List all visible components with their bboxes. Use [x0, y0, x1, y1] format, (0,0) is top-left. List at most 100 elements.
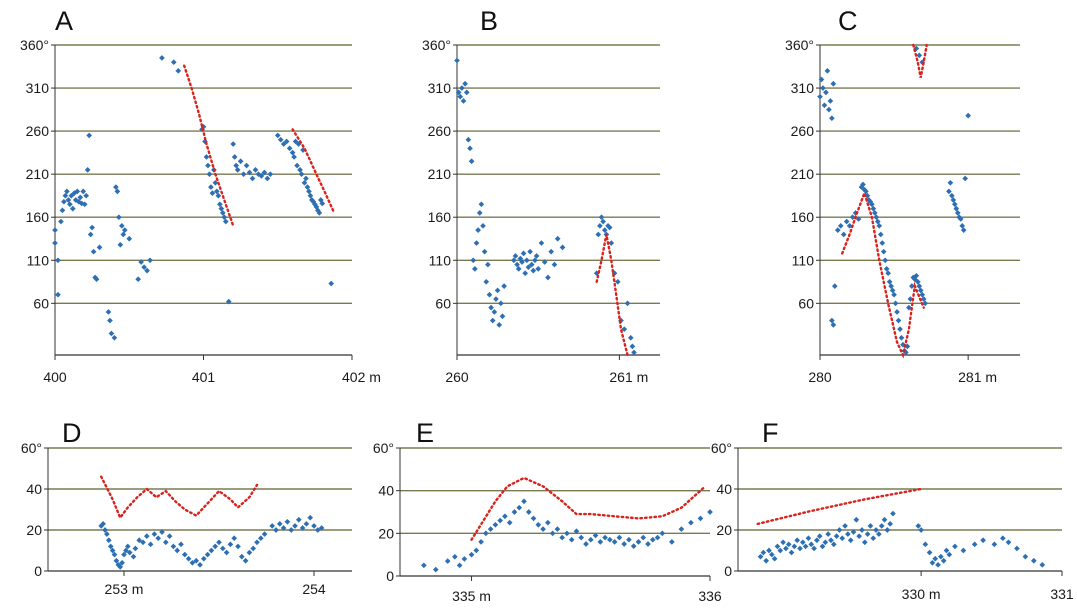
data-point	[511, 257, 517, 264]
data-point	[922, 541, 929, 548]
data-point	[113, 557, 120, 564]
data-point	[221, 214, 228, 221]
data-point	[551, 261, 558, 268]
data-point	[189, 559, 196, 566]
data-point	[830, 541, 837, 548]
data-point	[915, 523, 922, 529]
data-point	[935, 562, 941, 568]
data-point	[52, 227, 58, 233]
y-tick-label: 60	[435, 295, 451, 311]
data-point	[962, 175, 969, 182]
y-tick-label: 360°	[785, 37, 814, 53]
data-point	[473, 240, 480, 246]
data-point	[468, 551, 475, 558]
data-point	[811, 545, 817, 552]
y-tick-label: 20	[716, 522, 732, 538]
y-tick-label: 0	[724, 563, 732, 579]
y-tick-label: 20	[378, 525, 394, 541]
data-point	[827, 98, 834, 104]
x-tick-label: 253 m	[105, 581, 144, 597]
data-point	[143, 533, 150, 539]
data-point	[645, 541, 651, 547]
panel-title-b: B	[480, 6, 498, 36]
data-point	[93, 276, 100, 283]
data-point	[121, 227, 128, 233]
data-point	[640, 534, 647, 541]
data-point	[823, 89, 829, 96]
data-point	[879, 240, 886, 246]
data-point	[155, 535, 162, 542]
data-point	[454, 57, 460, 64]
data-point	[242, 557, 249, 564]
data-point	[980, 537, 986, 544]
data-point	[554, 526, 561, 532]
x-tick-label: 331	[1050, 586, 1074, 602]
y-tick-label: 210	[428, 166, 452, 182]
data-point	[897, 326, 903, 332]
data-point	[614, 278, 621, 285]
data-point	[55, 257, 61, 264]
data-point	[597, 223, 603, 229]
data-point	[757, 553, 764, 560]
data-point	[906, 304, 912, 311]
data-point	[205, 162, 211, 169]
panel-title-a: A	[55, 6, 73, 36]
data-point	[573, 528, 580, 535]
data-point	[472, 266, 478, 272]
data-point	[59, 207, 66, 214]
data-point	[791, 543, 798, 550]
data-point	[829, 317, 835, 324]
data-point	[564, 530, 570, 537]
data-point	[611, 539, 618, 545]
data-point	[818, 76, 825, 83]
y-tick-label: 40	[26, 481, 42, 497]
data-point	[887, 521, 893, 527]
data-point	[592, 532, 599, 539]
data-point	[545, 274, 551, 281]
trend-line	[291, 128, 336, 215]
data-point	[77, 194, 84, 201]
data-point	[246, 169, 253, 176]
data-point	[524, 257, 530, 264]
data-point	[864, 531, 871, 537]
data-point	[850, 529, 857, 535]
data-point	[820, 85, 826, 91]
data-point	[455, 89, 462, 96]
data-point	[965, 112, 971, 119]
data-point	[303, 521, 310, 527]
data-point	[626, 536, 632, 543]
data-point	[828, 537, 834, 544]
data-point	[514, 261, 520, 268]
data-point	[118, 223, 125, 229]
data-point	[898, 334, 905, 341]
data-point	[895, 317, 902, 324]
data-point	[478, 201, 485, 208]
data-point	[488, 304, 494, 311]
data-point	[280, 525, 287, 531]
data-point	[181, 551, 188, 558]
data-point	[483, 530, 489, 537]
data-point	[520, 250, 527, 257]
data-point	[669, 539, 675, 545]
data-point	[532, 257, 538, 264]
data-point	[597, 539, 604, 545]
data-point	[87, 231, 94, 238]
data-point	[96, 244, 103, 251]
data-point	[794, 537, 800, 544]
data-point	[950, 197, 957, 203]
data-point	[162, 539, 169, 546]
data-point	[487, 526, 494, 532]
data-point	[481, 248, 488, 255]
data-point	[273, 527, 279, 533]
data-point	[90, 248, 97, 255]
data-point	[249, 175, 256, 182]
data-point	[307, 514, 314, 521]
data-point	[303, 175, 309, 182]
data-point	[175, 68, 182, 74]
data-point	[261, 531, 268, 537]
data-point	[219, 545, 226, 552]
data-point	[55, 291, 61, 298]
data-point	[876, 531, 882, 537]
data-point	[470, 257, 477, 264]
data-point	[883, 266, 890, 272]
